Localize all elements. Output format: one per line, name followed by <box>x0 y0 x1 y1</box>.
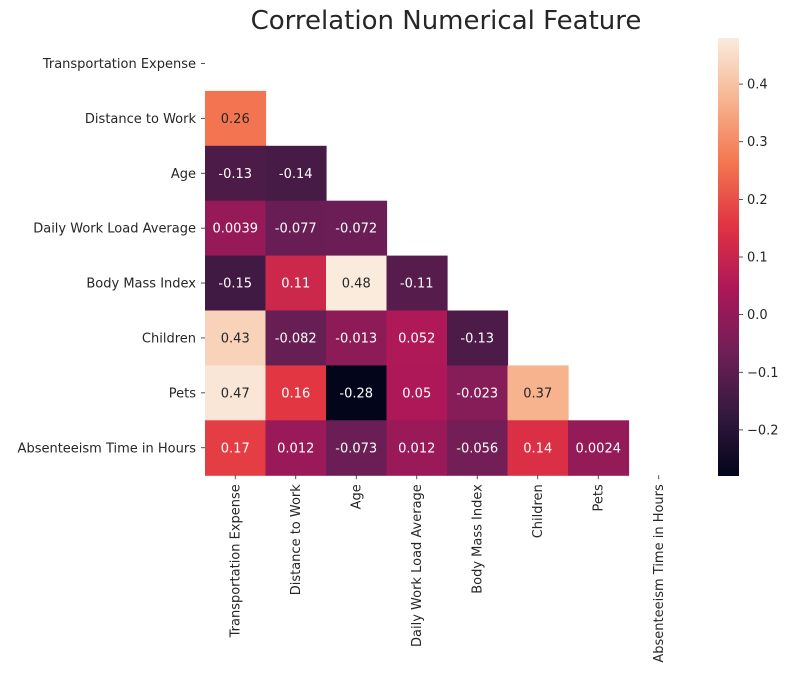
x-tick-label: Transportation Expense <box>229 484 244 638</box>
heatmap-cell-label: -0.13 <box>460 331 494 346</box>
colorbar-tick-label: 0.1 <box>747 251 768 266</box>
x-tick-label: Age <box>350 484 365 509</box>
heatmap-cell-label: -0.082 <box>275 331 317 346</box>
heatmap-cell-label: 0.43 <box>221 331 250 346</box>
colorbar-tick-label: 0.2 <box>747 193 768 208</box>
x-tick-label: Body Mass Index <box>471 484 486 594</box>
heatmap-cell-label: -0.28 <box>339 386 373 401</box>
heatmap-cell-label: 0.05 <box>402 386 431 401</box>
y-tick-label: Pets <box>169 386 196 401</box>
heatmap-cell <box>205 145 267 202</box>
heatmap-cell <box>265 420 327 476</box>
heatmap-cell <box>507 365 569 421</box>
heatmap-cell <box>205 255 267 312</box>
heatmap-cell-label: 0.0024 <box>576 441 622 456</box>
heatmap-cell <box>265 200 327 257</box>
y-tick-label: Age <box>171 167 196 182</box>
colorbar-tick-label: 0.4 <box>747 78 768 93</box>
y-tick-label: Transportation Expense <box>42 57 196 72</box>
heatmap-cell-label: -0.072 <box>335 222 377 237</box>
heatmap-cell <box>265 255 327 312</box>
heatmap-cell-label: -0.013 <box>335 331 377 346</box>
heatmap-cells: 0.26 -0.13 -0.14 0.0039 -0.077 -0.072 -0.15 0.1… <box>205 90 630 476</box>
colorbar: −0.2 −0.1 0.0 0.1 0.2 0.3 0.4 <box>718 38 779 476</box>
heatmap-cell <box>205 420 267 476</box>
heatmap-cell-label: -0.14 <box>279 167 313 182</box>
y-axis-tick-labels: Transportation Expense Distance to Work Ag… <box>18 57 205 456</box>
heatmap-cell-label: 0.14 <box>523 441 552 456</box>
heatmap-cell <box>326 310 388 366</box>
heatmap-cell <box>386 365 448 421</box>
heatmap-cell-label: 0.26 <box>221 112 250 127</box>
y-tick-label: Body Mass Index <box>86 277 196 292</box>
heatmap-cell-label: -0.056 <box>456 441 498 456</box>
heatmap-cell <box>447 365 509 421</box>
colorbar-tick-label: 0.0 <box>747 308 768 323</box>
heatmap-cell-label: -0.13 <box>218 167 252 182</box>
y-tick-label: Absenteeism Time in Hours <box>18 441 197 456</box>
colorbar-tick-label: −0.2 <box>747 423 779 438</box>
heatmap-cell-label: -0.073 <box>335 441 377 456</box>
heatmap-cell <box>326 420 388 476</box>
x-axis-tick-labels: Transportation Expense Distance to Work Ag… <box>229 475 667 663</box>
x-tick-label: Pets <box>592 484 607 511</box>
colorbar-gradient <box>718 38 739 476</box>
heatmap-cell <box>386 255 448 312</box>
heatmap-cell <box>447 310 509 366</box>
heatmap-cell <box>568 420 630 476</box>
heatmap-cell-label: 0.17 <box>221 441 250 456</box>
heatmap-cell-label: 0.012 <box>398 441 435 456</box>
x-tick-label: Absenteeism Time in Hours <box>652 484 667 663</box>
heatmap-cell-label: 0.37 <box>523 386 552 401</box>
heatmap-cell <box>265 310 327 366</box>
y-tick-label: Children <box>142 331 196 346</box>
heatmap-cell <box>205 200 267 257</box>
colorbar-tick-label: −0.1 <box>747 366 779 381</box>
heatmap-cell <box>265 145 327 202</box>
heatmap-cell-label: 0.47 <box>221 386 250 401</box>
heatmap-cell <box>326 200 388 257</box>
heatmap-cell-label: -0.077 <box>275 222 317 237</box>
heatmap-cell-label: -0.11 <box>400 277 434 292</box>
heatmap-cell <box>205 310 267 366</box>
heatmap-cell-label: 0.48 <box>342 277 371 292</box>
y-tick-label: Daily Work Load Average <box>33 222 196 237</box>
heatmap-cell-label: 0.11 <box>281 277 310 292</box>
y-tick-label: Distance to Work <box>85 112 197 127</box>
heatmap-cell-label: 0.0039 <box>213 222 259 237</box>
heatmap-cell <box>205 365 267 421</box>
x-tick-label: Children <box>531 484 546 538</box>
heatmap-cell-label: 0.16 <box>281 386 310 401</box>
heatmap-cell-label: 0.012 <box>277 441 314 456</box>
heatmap-cell <box>507 420 569 476</box>
heatmap-cell <box>265 365 327 421</box>
heatmap-cell-label: -0.023 <box>456 386 498 401</box>
heatmap-cell <box>326 255 388 312</box>
chart-title: Correlation Numerical Feature <box>251 6 642 36</box>
colorbar-tick-label: 0.3 <box>747 135 768 150</box>
heatmap-cell <box>386 420 448 476</box>
heatmap-cell-label: 0.052 <box>398 331 435 346</box>
heatmap-cell <box>326 365 388 421</box>
heatmap-cell <box>447 420 509 476</box>
heatmap-cell <box>386 310 448 366</box>
heatmap-cell <box>205 90 267 147</box>
heatmap-cell-label: -0.15 <box>218 277 252 292</box>
x-tick-label: Distance to Work <box>289 484 304 596</box>
x-tick-label: Daily Work Load Average <box>410 484 425 647</box>
